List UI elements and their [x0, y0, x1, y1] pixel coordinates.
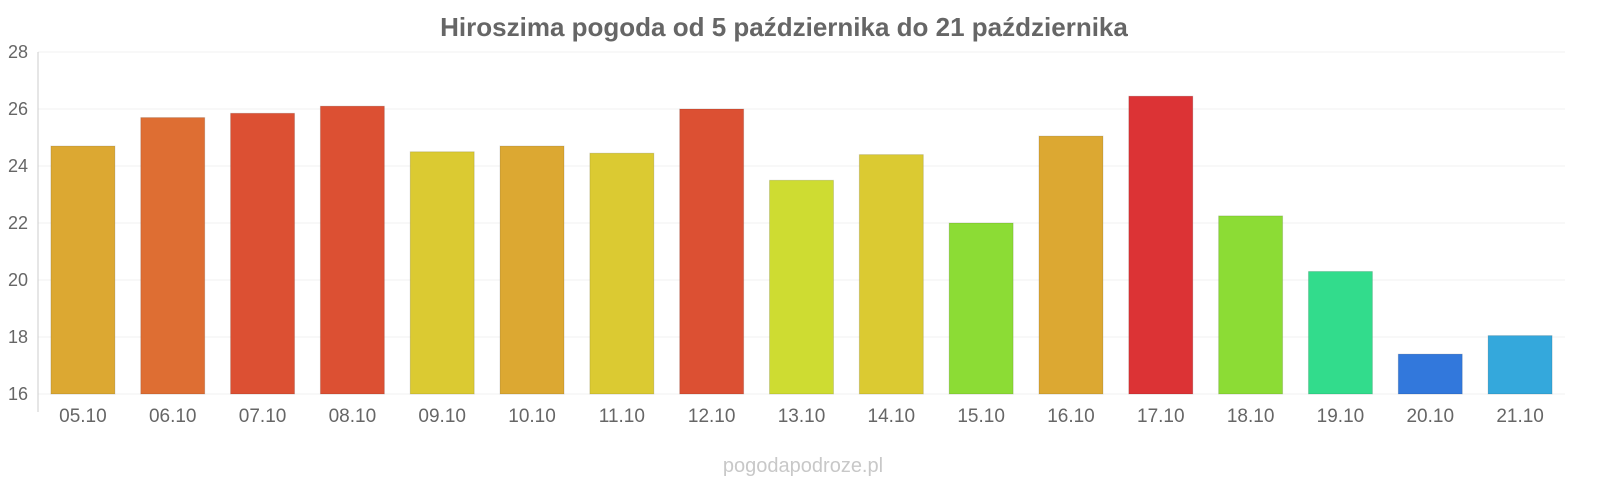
x-tick-label: 12.10 — [688, 406, 736, 427]
bar-06.10 — [140, 117, 206, 395]
x-tick-label: 19.10 — [1317, 406, 1365, 427]
bar-07.10 — [230, 112, 296, 395]
bar-18.10 — [1218, 215, 1284, 395]
bar-08.10 — [319, 105, 385, 395]
bar-09.10 — [409, 151, 475, 395]
x-tick-label: 15.10 — [957, 406, 1005, 427]
y-axis-ticks: 16 18 20 22 24 26 28 — [8, 42, 28, 404]
chart-title: Hiroszima pogoda od 5 października do 21… — [440, 12, 1128, 42]
y-tick-label: 16 — [8, 384, 28, 404]
x-tick-label: 05.10 — [59, 406, 107, 427]
x-tick-label: 16.10 — [1047, 406, 1095, 427]
bar-19.10 — [1307, 270, 1373, 395]
x-tick-label: 18.10 — [1227, 406, 1275, 427]
y-tick-label: 28 — [8, 42, 28, 62]
x-tick-label: 08.10 — [329, 406, 377, 427]
bar-15.10 — [948, 222, 1014, 395]
watermark-text: pogodapodroze.pl — [723, 455, 883, 477]
bar-17.10 — [1128, 95, 1194, 395]
x-tick-label: 06.10 — [149, 406, 197, 427]
bar-13.10 — [769, 179, 834, 395]
x-tick-label: 10.10 — [508, 406, 556, 427]
bar-16.10 — [1038, 135, 1104, 395]
y-tick-label: 18 — [8, 327, 28, 347]
y-tick-label: 24 — [8, 156, 28, 176]
x-tick-label: 14.10 — [868, 406, 916, 427]
x-tick-label: 17.10 — [1137, 406, 1185, 427]
x-tick-label: 21.10 — [1496, 406, 1544, 427]
x-tick-label: 11.10 — [599, 406, 645, 427]
y-tick-label: 22 — [8, 213, 28, 233]
bars — [50, 95, 1553, 395]
bar-14.10 — [858, 154, 924, 395]
bar-12.10 — [679, 108, 745, 395]
y-tick-label: 26 — [8, 99, 28, 119]
bar-10.10 — [499, 145, 565, 395]
bar-05.10 — [50, 145, 116, 395]
x-tick-label: 07.10 — [239, 406, 287, 427]
x-tick-label: 13.10 — [778, 406, 826, 427]
x-tick-label: 20.10 — [1406, 406, 1454, 427]
x-tick-label: 09.10 — [418, 406, 466, 427]
bar-11.10 — [589, 152, 655, 395]
bar-21.10 — [1487, 335, 1553, 395]
x-axis-ticks: 05.10 06.10 07.10 08.10 09.10 10.10 11.10 12.10… — [59, 406, 1544, 427]
y-tick-label: 20 — [8, 270, 28, 290]
bar-20.10 — [1397, 353, 1463, 395]
